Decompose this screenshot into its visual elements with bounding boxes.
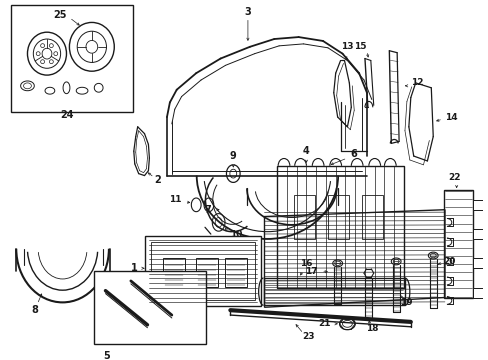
Text: 10: 10: [230, 230, 242, 239]
Text: 19: 19: [399, 298, 411, 307]
Text: 7: 7: [203, 205, 210, 215]
Bar: [472, 200, 482, 210]
Text: 18: 18: [365, 324, 377, 333]
Text: 21: 21: [318, 319, 330, 328]
Bar: [361, 195, 383, 239]
Text: 6: 6: [349, 149, 356, 159]
Bar: [196, 257, 217, 287]
Text: 3: 3: [244, 7, 251, 17]
Text: 4: 4: [303, 146, 309, 156]
Bar: [11, 5, 133, 112]
Bar: [163, 257, 184, 287]
Bar: [327, 195, 348, 239]
Bar: [151, 242, 254, 301]
Text: 9: 9: [229, 151, 236, 161]
Text: 2: 2: [154, 175, 160, 185]
Bar: [443, 190, 472, 297]
Text: 24: 24: [61, 110, 74, 120]
Bar: [225, 257, 246, 287]
Text: 13: 13: [341, 42, 353, 51]
Bar: [472, 229, 482, 239]
Bar: [145, 236, 260, 306]
Bar: [293, 195, 315, 239]
Text: 16: 16: [300, 259, 312, 268]
Text: 17: 17: [305, 267, 318, 276]
Text: 20: 20: [442, 257, 454, 266]
Text: 25: 25: [53, 10, 66, 20]
Text: 1: 1: [131, 263, 138, 273]
Bar: [472, 288, 482, 297]
Text: 11: 11: [169, 195, 181, 204]
Text: 8: 8: [32, 305, 39, 315]
Text: 15: 15: [353, 42, 366, 51]
Bar: [277, 166, 403, 288]
Bar: [94, 271, 205, 344]
Text: 23: 23: [302, 332, 314, 341]
Text: 22: 22: [447, 173, 460, 182]
Bar: [263, 278, 404, 305]
Text: 12: 12: [410, 78, 423, 87]
Text: 5: 5: [103, 351, 110, 360]
Text: 14: 14: [444, 113, 457, 122]
Bar: [472, 258, 482, 268]
